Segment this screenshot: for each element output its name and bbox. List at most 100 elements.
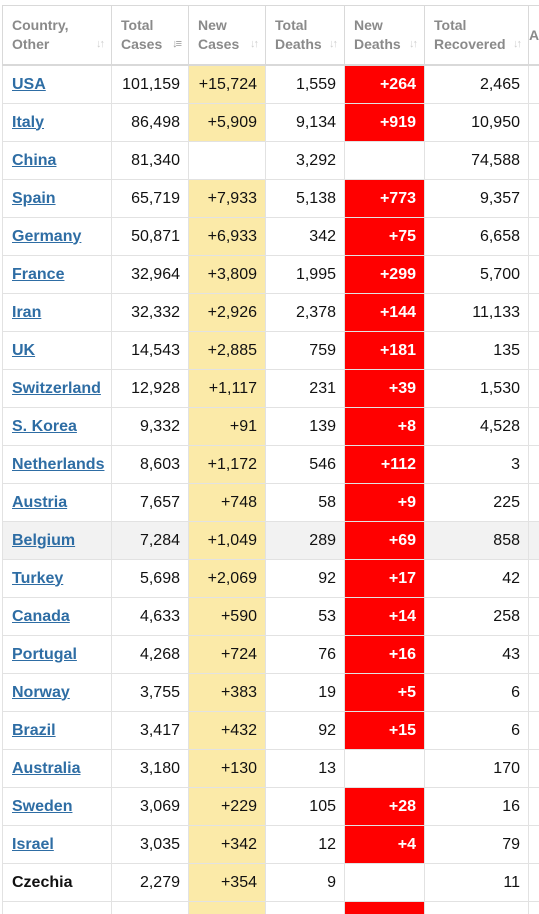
new-cases-cell: +342 bbox=[188, 825, 266, 864]
new-cases-cell: +91 bbox=[188, 407, 266, 446]
country-link[interactable]: Australia bbox=[12, 759, 81, 777]
country-link[interactable]: UK bbox=[12, 341, 36, 359]
country-cell: Italy bbox=[2, 103, 112, 142]
header-country[interactable]: Country, Other ↓↑ bbox=[2, 5, 112, 66]
country-link[interactable]: Portugal bbox=[12, 645, 77, 663]
total-cases-cell: 5,698 bbox=[111, 559, 189, 598]
country-link[interactable]: Netherlands bbox=[12, 455, 105, 473]
total-cases-cell: 7,657 bbox=[111, 483, 189, 522]
table-row: Canada 4,633 +590 53 +14 258 bbox=[2, 597, 539, 636]
country-cell: Switzerland bbox=[2, 369, 112, 408]
country-link[interactable]: Sweden bbox=[12, 797, 73, 815]
country-cell: Belgium bbox=[2, 521, 112, 560]
table-row: Czechia 2,279 +354 9 11 bbox=[2, 863, 539, 902]
new-deaths-cell: +181 bbox=[344, 331, 425, 370]
extra-column-cell bbox=[528, 483, 539, 522]
total-cases-cell: 3,180 bbox=[111, 749, 189, 788]
total-deaths-cell: 1,995 bbox=[265, 255, 345, 294]
country-cell: Austria bbox=[2, 483, 112, 522]
country-link[interactable]: Norway bbox=[12, 683, 70, 701]
total-recovered-cell: 74,588 bbox=[424, 141, 529, 180]
country-link[interactable]: China bbox=[12, 151, 57, 169]
country-link[interactable]: Austria bbox=[12, 493, 68, 511]
new-deaths-cell: +144 bbox=[344, 293, 425, 332]
header-total-cases[interactable]: Total Cases ↓≡ bbox=[111, 5, 189, 66]
table-row: Brazil 3,417 +432 92 +15 6 bbox=[2, 711, 539, 750]
country-link[interactable]: Germany bbox=[12, 227, 82, 245]
header-new-cases[interactable]: New Cases ↓↑ bbox=[188, 5, 266, 66]
new-cases-cell: +383 bbox=[188, 673, 266, 712]
header-total-deaths-line1: Total bbox=[275, 17, 308, 33]
extra-column-cell bbox=[528, 521, 539, 560]
country-cell: Czechia bbox=[2, 863, 112, 902]
total-deaths-cell: 759 bbox=[265, 331, 345, 370]
total-recovered-cell: 11 bbox=[424, 863, 529, 902]
country-link[interactable]: USA bbox=[12, 75, 46, 93]
table-row: Germany 50,871 +6,933 342 +75 6,658 bbox=[2, 217, 539, 256]
extra-column-cell bbox=[528, 217, 539, 256]
new-cases-cell: +2,885 bbox=[188, 331, 266, 370]
header-new-deaths[interactable]: New Deaths ↓↑ bbox=[344, 5, 425, 66]
country-cell: Iran bbox=[2, 293, 112, 332]
extra-column-cell bbox=[528, 635, 539, 674]
country-cell: Australia bbox=[2, 749, 112, 788]
country-link[interactable]: S. Korea bbox=[12, 417, 77, 435]
new-deaths-cell: +4 bbox=[344, 825, 425, 864]
header-extra-column[interactable]: A bbox=[528, 5, 539, 66]
country-cell: Germany bbox=[2, 217, 112, 256]
partial-cell bbox=[2, 901, 112, 914]
new-deaths-cell: +919 bbox=[344, 103, 425, 142]
table-header-row: Country, Other ↓↑ Total Cases ↓≡ New Cas… bbox=[2, 5, 539, 66]
total-cases-cell: 8,603 bbox=[111, 445, 189, 484]
total-recovered-cell: 10,950 bbox=[424, 103, 529, 142]
new-cases-cell: +724 bbox=[188, 635, 266, 674]
country-cell: S. Korea bbox=[2, 407, 112, 446]
partial-cell bbox=[188, 901, 266, 914]
table-row: S. Korea 9,332 +91 139 +8 4,528 bbox=[2, 407, 539, 446]
country-link[interactable]: Israel bbox=[12, 835, 54, 853]
extra-column-cell bbox=[528, 559, 539, 598]
total-cases-cell: 50,871 bbox=[111, 217, 189, 256]
total-deaths-cell: 231 bbox=[265, 369, 345, 408]
header-total-recovered[interactable]: Total Recovered ↓↑ bbox=[424, 5, 529, 66]
table-row: Sweden 3,069 +229 105 +28 16 bbox=[2, 787, 539, 826]
extra-column-cell bbox=[528, 673, 539, 712]
total-cases-cell: 7,284 bbox=[111, 521, 189, 560]
total-deaths-cell: 105 bbox=[265, 787, 345, 826]
extra-column-cell bbox=[528, 369, 539, 408]
country-link[interactable]: Switzerland bbox=[12, 379, 101, 397]
partial-cell bbox=[424, 901, 529, 914]
header-total-recovered-line2: Recovered bbox=[434, 36, 506, 52]
extra-column-cell bbox=[528, 64, 539, 104]
header-country-line2: Other bbox=[12, 36, 50, 52]
total-recovered-cell: 6 bbox=[424, 711, 529, 750]
new-cases-cell: +432 bbox=[188, 711, 266, 750]
country-link[interactable]: Belgium bbox=[12, 531, 76, 549]
new-deaths-cell: +9 bbox=[344, 483, 425, 522]
total-cases-cell: 32,332 bbox=[111, 293, 189, 332]
total-cases-cell: 2,279 bbox=[111, 863, 189, 902]
extra-column-cell bbox=[528, 103, 539, 142]
country-cell: China bbox=[2, 141, 112, 180]
country-cell: UK bbox=[2, 331, 112, 370]
total-recovered-cell: 16 bbox=[424, 787, 529, 826]
header-total-deaths[interactable]: Total Deaths ↓↑ bbox=[265, 5, 345, 66]
country-link[interactable]: Italy bbox=[12, 113, 45, 131]
partial-cell bbox=[265, 901, 345, 914]
country-link[interactable]: Iran bbox=[12, 303, 42, 321]
table-row: Spain 65,719 +7,933 5,138 +773 9,357 bbox=[2, 179, 539, 218]
total-cases-cell: 14,543 bbox=[111, 331, 189, 370]
total-recovered-cell: 258 bbox=[424, 597, 529, 636]
country-link[interactable]: France bbox=[12, 265, 65, 283]
total-deaths-cell: 53 bbox=[265, 597, 345, 636]
new-cases-cell bbox=[188, 141, 266, 180]
total-cases-cell: 3,035 bbox=[111, 825, 189, 864]
sort-desc-active-icon: ↓≡ bbox=[172, 38, 182, 50]
country-link[interactable]: Canada bbox=[12, 607, 70, 625]
country-link[interactable]: Spain bbox=[12, 189, 56, 207]
country-cell: Turkey bbox=[2, 559, 112, 598]
country-link[interactable]: Turkey bbox=[12, 569, 64, 587]
country-link[interactable]: Brazil bbox=[12, 721, 56, 739]
table-row: Belgium 7,284 +1,049 289 +69 858 bbox=[2, 521, 539, 560]
